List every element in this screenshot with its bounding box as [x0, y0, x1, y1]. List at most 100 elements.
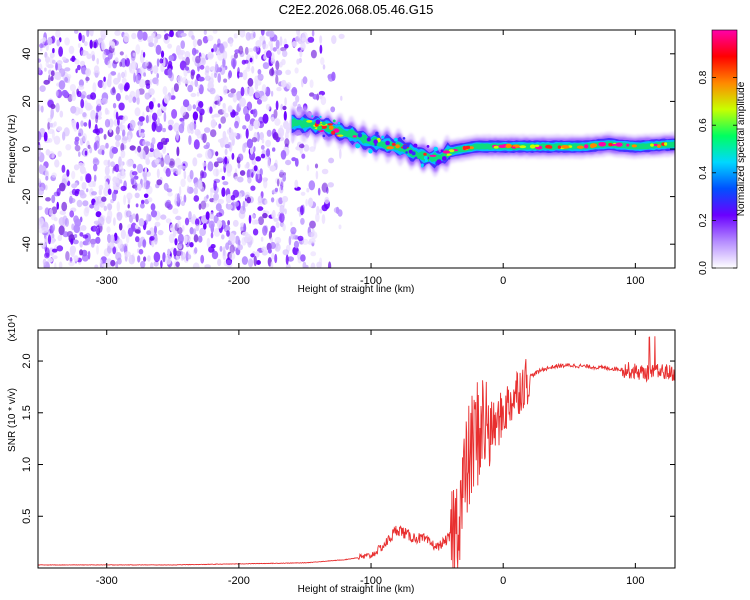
noise-speck — [257, 121, 261, 128]
noise-speck — [282, 223, 286, 232]
noise-speck — [198, 76, 205, 82]
noise-speck — [279, 124, 283, 131]
noise-speck — [105, 142, 109, 149]
noise-speck — [236, 105, 241, 113]
noise-speck — [262, 43, 269, 50]
noise-speck — [116, 201, 121, 212]
noise-speck — [250, 214, 256, 219]
noise-speck — [126, 159, 133, 168]
noise-speck — [115, 126, 120, 135]
noise-speck — [101, 40, 105, 51]
noise-speck — [49, 123, 53, 128]
x-tick-label: -100 — [360, 275, 382, 287]
noise-speck — [275, 39, 280, 50]
noise-speck — [180, 178, 186, 188]
signal-hotspot — [395, 144, 400, 149]
noise-speck — [47, 234, 52, 245]
noise-speck — [339, 149, 342, 159]
spectrogram-noise — [38, 30, 347, 268]
noise-speck — [165, 199, 172, 207]
noise-speck — [39, 85, 46, 92]
noise-speck — [231, 152, 235, 160]
noise-speck — [74, 139, 79, 146]
noise-speck — [92, 158, 100, 166]
noise-speck — [133, 72, 136, 83]
noise-speck — [90, 109, 96, 120]
noise-speck — [177, 50, 184, 60]
signal-dot — [402, 144, 408, 150]
noise-speck — [69, 84, 76, 92]
noise-speck — [165, 167, 171, 177]
noise-speck — [252, 228, 259, 236]
noise-speck — [230, 194, 236, 201]
noise-speck — [285, 159, 292, 166]
noise-speck — [335, 206, 340, 215]
noise-speck — [81, 34, 86, 44]
signal-dot — [421, 164, 424, 168]
noise-speck — [135, 224, 139, 229]
noise-speck — [131, 213, 137, 220]
noise-speck — [98, 184, 104, 191]
noise-speck — [94, 140, 100, 150]
signal-dot — [373, 139, 378, 144]
noise-speck — [56, 188, 61, 197]
noise-speck — [51, 248, 58, 253]
noise-speck — [68, 45, 75, 55]
noise-speck — [180, 105, 187, 116]
noise-speck — [155, 44, 162, 56]
noise-speck — [66, 231, 73, 238]
noise-speck — [38, 178, 41, 184]
noise-speck — [187, 84, 194, 93]
noise-speck — [302, 261, 307, 268]
noise-speck — [221, 187, 226, 197]
noise-speck — [38, 186, 44, 192]
noise-speck — [135, 44, 141, 55]
noise-speck — [260, 236, 264, 242]
noise-speck — [208, 246, 215, 253]
noise-speck — [215, 169, 219, 177]
noise-speck — [319, 208, 323, 214]
signal-hotspot — [598, 142, 607, 147]
noise-speck — [168, 233, 175, 244]
noise-speck — [114, 30, 121, 36]
noise-speck — [253, 146, 256, 153]
signal-hotspot — [650, 143, 654, 147]
noise-speck — [229, 252, 236, 260]
noise-speck — [85, 76, 90, 82]
noise-speck — [154, 235, 158, 245]
x-tick-label: 0 — [500, 275, 506, 287]
noise-speck — [73, 224, 80, 234]
noise-speck — [64, 37, 70, 46]
noise-speck — [199, 227, 207, 237]
noise-speck — [129, 145, 136, 151]
noise-speck — [202, 133, 207, 144]
noise-speck — [185, 66, 190, 71]
noise-speck — [101, 263, 107, 268]
noise-speck — [257, 69, 262, 75]
noise-speck — [144, 167, 147, 174]
noise-speck — [112, 102, 117, 109]
noise-speck — [261, 95, 268, 102]
colorbar-frame — [711, 29, 738, 269]
noise-speck — [286, 82, 292, 90]
signal-dot — [440, 149, 444, 153]
noise-speck — [117, 238, 123, 249]
noise-speck — [153, 38, 157, 49]
noise-speck — [250, 185, 256, 191]
noise-speck — [272, 147, 276, 152]
noise-speck — [149, 78, 153, 86]
noise-speck — [76, 199, 83, 208]
noise-speck — [93, 174, 97, 182]
noise-speck — [210, 129, 217, 138]
noise-speck — [47, 37, 53, 46]
noise-speck — [123, 194, 127, 205]
signal-hotspot — [664, 142, 668, 146]
noise-speck — [249, 259, 253, 267]
noise-speck — [255, 40, 262, 48]
noise-speck — [192, 104, 196, 110]
noise-speck — [74, 59, 80, 65]
noise-speck — [249, 57, 253, 63]
noise-speck — [270, 90, 274, 97]
noise-speck — [213, 194, 218, 200]
